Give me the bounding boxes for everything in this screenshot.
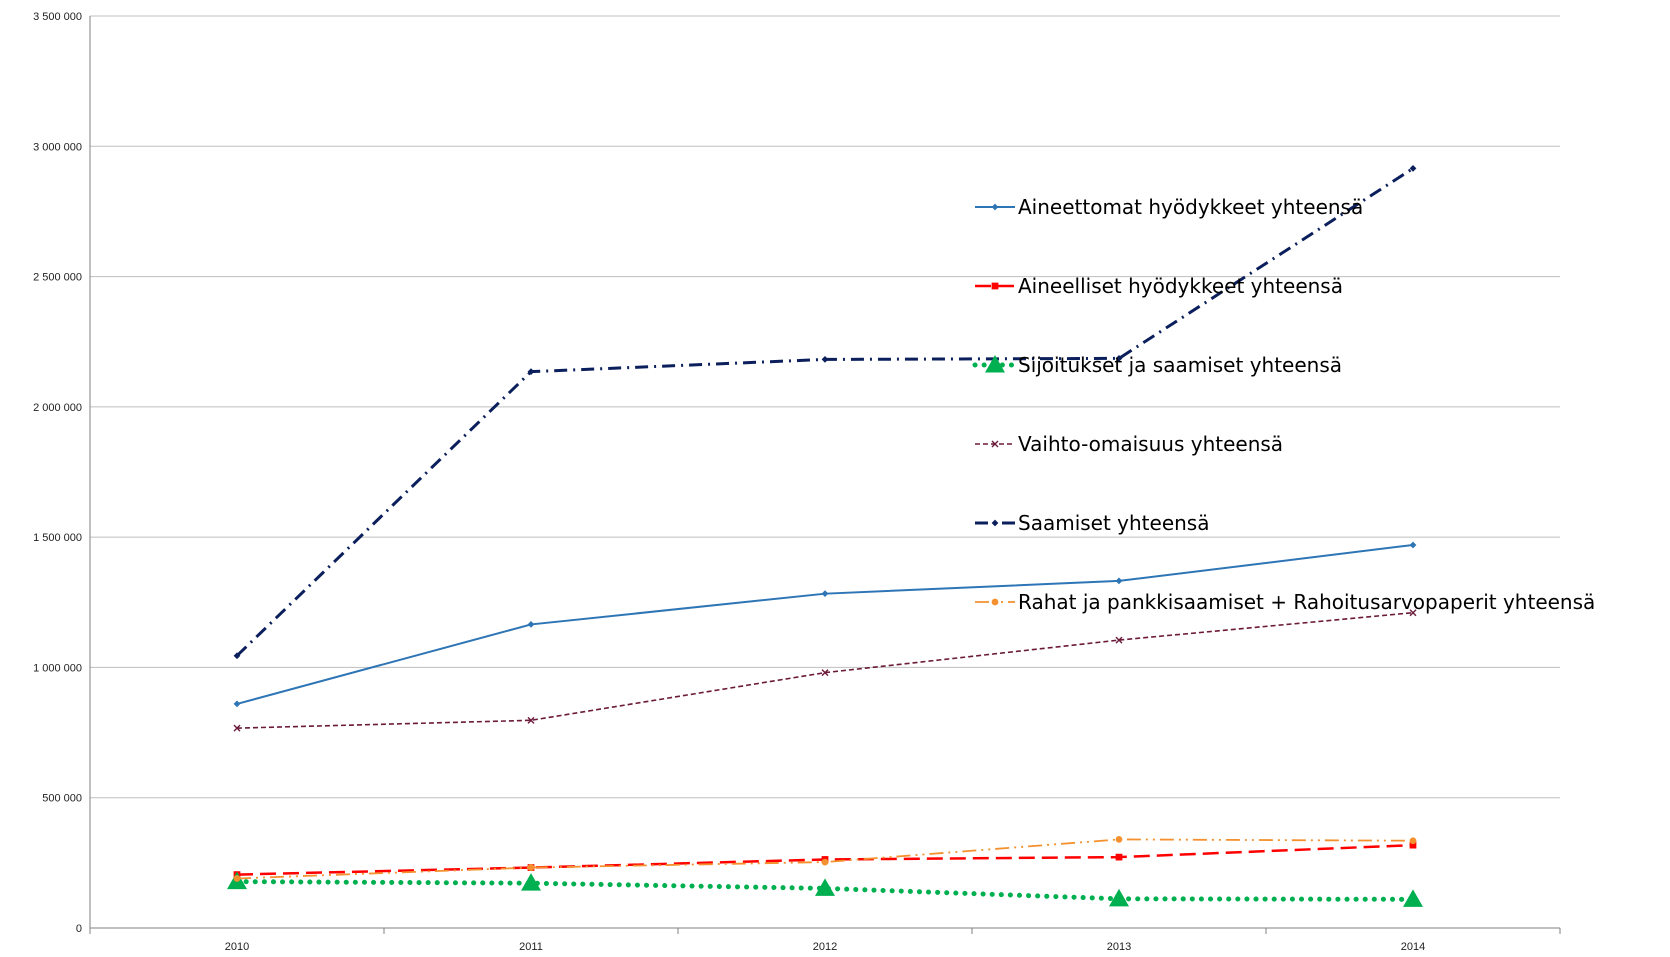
series-2 <box>227 871 1423 907</box>
axes <box>89 16 1561 934</box>
y-tick-label: 3 500 000 <box>33 11 82 23</box>
legend-entry: Sijoitukset ja saamiset yhteensä <box>972 353 1342 377</box>
y-tick-label: 500 000 <box>42 793 82 805</box>
legend-entry: Aineelliset hyödykkeet yhteensä <box>975 274 1343 298</box>
x-tick-label: 2010 <box>225 941 249 953</box>
series-3 <box>233 609 1417 732</box>
data-point-marker <box>1403 889 1423 907</box>
legend-label: Saamiset yhteensä <box>1018 511 1209 535</box>
y-tick-label: 1 500 000 <box>33 532 82 544</box>
x-tick-label: 2014 <box>1401 941 1425 953</box>
data-point-marker <box>527 864 535 871</box>
legend-entry: Saamiset yhteensä <box>975 511 1209 535</box>
legend: Aineettomat hyödykkeet yhteensä Aineellis… <box>972 195 1595 614</box>
series-line <box>235 167 1414 657</box>
legend-label: Vaihto-omaisuus yhteensä <box>1018 432 1283 456</box>
data-point-marker <box>1409 837 1417 845</box>
data-point-marker <box>991 519 999 527</box>
data-point-marker <box>821 669 829 677</box>
data-point-marker <box>527 716 535 724</box>
data-point-marker <box>821 858 829 866</box>
data-point-marker <box>527 368 535 376</box>
data-point-marker <box>1115 836 1123 843</box>
data-point-marker <box>991 203 999 211</box>
series-line <box>236 611 1414 729</box>
legend-label: Aineettomat hyödykkeet yhteensä <box>1018 195 1363 219</box>
y-tick-label: 3 000 000 <box>33 141 82 153</box>
data-point-marker <box>233 724 241 732</box>
data-point-marker <box>1115 853 1123 861</box>
series-line <box>236 543 1414 705</box>
data-point-marker <box>821 590 829 598</box>
x-tick-label: 2013 <box>1107 941 1131 953</box>
legend-entry: Vaihto-omaisuus yhteensä <box>975 432 1283 456</box>
data-point-marker <box>991 598 999 606</box>
data-point-marker <box>233 875 241 882</box>
x-tick-label: 2011 <box>519 941 543 953</box>
data-point-marker <box>815 878 835 896</box>
legend-label: Sijoitukset ja saamiset yhteensä <box>1018 353 1342 377</box>
data-point-marker <box>985 355 1005 373</box>
data-point-marker <box>1115 577 1123 585</box>
data-point-marker <box>821 356 829 363</box>
data-point-marker <box>1115 636 1123 644</box>
x-axis-tick-labels: 2010 2011 2012 2013 2014 <box>225 941 1425 953</box>
y-tick-label: 1 000 000 <box>33 662 82 674</box>
series-0 <box>233 541 1417 708</box>
series-5 <box>233 836 1417 882</box>
y-tick-label: 2 500 000 <box>33 272 82 284</box>
gridlines <box>90 15 1560 799</box>
data-point-marker <box>1409 841 1417 849</box>
series-lines <box>227 165 1423 907</box>
legend-entry: Aineettomat hyödykkeet yhteensä <box>975 195 1363 219</box>
y-tick-label: 0 <box>76 923 82 935</box>
data-point-marker <box>1409 165 1417 172</box>
y-tick-label: 2 000 000 <box>33 402 82 414</box>
legend-entry: Rahat ja pankkisaamiset + Rahoitusarvopa… <box>975 590 1595 614</box>
data-point-marker <box>1409 541 1417 549</box>
legend-label: Rahat ja pankkisaamiset + Rahoitusarvopa… <box>1018 590 1595 614</box>
data-point-marker <box>233 700 241 708</box>
data-point-marker <box>1109 888 1129 907</box>
data-point-marker <box>233 652 241 660</box>
data-point-marker <box>1115 355 1123 362</box>
data-point-marker <box>991 282 999 290</box>
legend-label: Aineelliset hyödykkeet yhteensä <box>1018 274 1343 298</box>
data-point-marker <box>991 440 999 448</box>
data-point-marker <box>527 621 535 628</box>
data-point-marker <box>1409 609 1417 617</box>
y-axis-tick-labels: 0 500 000 1 000 000 1 500 000 2 000 000 2 500… <box>33 11 82 935</box>
x-tick-label: 2012 <box>813 941 837 953</box>
data-point-marker <box>521 873 541 891</box>
series-4 <box>233 165 1417 660</box>
